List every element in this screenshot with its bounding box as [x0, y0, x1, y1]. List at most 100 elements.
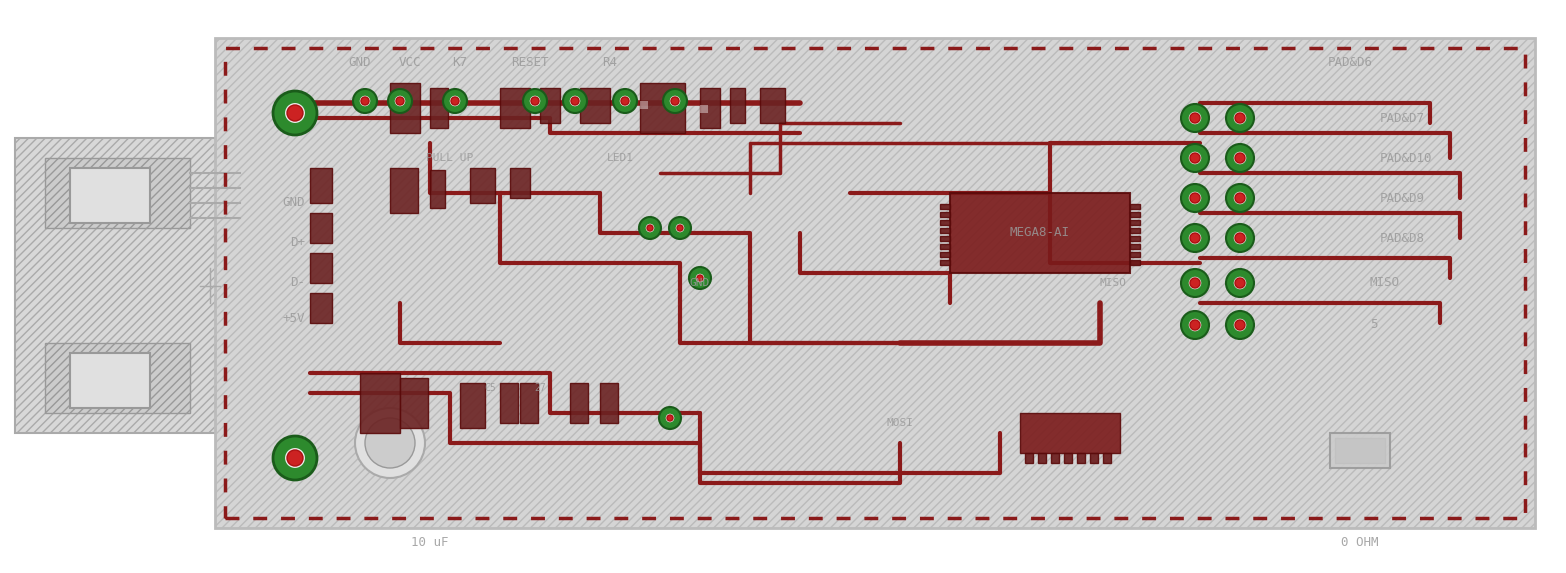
Circle shape	[272, 436, 316, 480]
Bar	[940, 212, 951, 217]
Bar	[360, 373, 399, 433]
Circle shape	[1181, 184, 1209, 212]
Bar	[940, 244, 951, 249]
Bar	[1334, 438, 1384, 463]
Circle shape	[677, 225, 683, 231]
Bar	[520, 383, 539, 423]
Bar	[570, 383, 587, 423]
Circle shape	[1226, 184, 1254, 212]
Circle shape	[1189, 111, 1203, 125]
Circle shape	[1236, 233, 1245, 243]
Circle shape	[443, 89, 467, 113]
Bar	[1330, 433, 1391, 468]
Circle shape	[1181, 104, 1209, 132]
Circle shape	[1226, 224, 1254, 252]
Bar	[460, 383, 485, 428]
Circle shape	[283, 447, 305, 469]
Circle shape	[666, 413, 675, 423]
Bar	[700, 105, 708, 113]
Circle shape	[1189, 276, 1203, 290]
Circle shape	[365, 418, 415, 468]
Text: R4: R4	[603, 57, 617, 69]
Bar	[310, 253, 332, 283]
Circle shape	[1236, 113, 1245, 123]
Circle shape	[675, 223, 684, 233]
Bar	[940, 236, 951, 241]
Bar	[390, 83, 420, 133]
Circle shape	[1190, 278, 1200, 288]
Circle shape	[523, 89, 547, 113]
Text: MISO: MISO	[1099, 278, 1128, 288]
Bar	[1131, 220, 1140, 225]
Bar	[940, 220, 951, 225]
Circle shape	[287, 105, 302, 121]
Bar	[1131, 252, 1140, 257]
Text: D-: D-	[290, 277, 305, 289]
Bar	[70, 353, 150, 408]
Bar	[500, 383, 518, 423]
Circle shape	[1226, 144, 1254, 172]
Bar	[760, 88, 785, 123]
Bar	[310, 293, 332, 323]
Circle shape	[662, 89, 687, 113]
Bar	[226, 48, 1525, 518]
Bar	[470, 168, 495, 203]
Bar	[500, 88, 529, 128]
Bar	[1051, 453, 1059, 463]
Bar	[1131, 212, 1140, 217]
Bar	[1102, 453, 1110, 463]
Circle shape	[1226, 104, 1254, 132]
Circle shape	[1181, 311, 1209, 339]
Circle shape	[1189, 318, 1203, 332]
Circle shape	[1190, 113, 1200, 123]
Text: C5: C5	[484, 383, 496, 393]
Text: MOSI: MOSI	[886, 418, 913, 428]
Circle shape	[1181, 269, 1209, 297]
Circle shape	[669, 217, 691, 239]
Circle shape	[1236, 278, 1245, 288]
Text: MISO: MISO	[1370, 277, 1400, 289]
Circle shape	[283, 102, 305, 124]
Circle shape	[395, 95, 406, 107]
Bar	[1131, 236, 1140, 241]
Bar	[730, 88, 745, 123]
Bar	[390, 168, 418, 213]
Circle shape	[619, 95, 631, 107]
Circle shape	[572, 97, 579, 105]
Circle shape	[1232, 231, 1247, 245]
Circle shape	[564, 89, 587, 113]
Bar	[940, 260, 951, 265]
Bar	[431, 170, 445, 208]
Bar	[940, 204, 951, 209]
Bar	[431, 88, 448, 128]
Circle shape	[612, 89, 637, 113]
Text: PAD&D9: PAD&D9	[1380, 191, 1425, 205]
Text: PAD&D10: PAD&D10	[1380, 151, 1433, 164]
Circle shape	[697, 275, 703, 281]
Circle shape	[449, 95, 460, 107]
Circle shape	[1181, 224, 1209, 252]
Text: 27: 27	[534, 383, 547, 393]
Circle shape	[1190, 233, 1200, 243]
Bar	[310, 213, 332, 243]
Bar	[640, 83, 684, 133]
Circle shape	[1189, 191, 1203, 205]
Circle shape	[529, 95, 540, 107]
Circle shape	[1232, 191, 1247, 205]
Circle shape	[695, 273, 705, 283]
Text: +5V: +5V	[282, 312, 305, 324]
Bar	[511, 168, 529, 198]
Text: GND: GND	[691, 278, 709, 288]
Circle shape	[647, 225, 653, 231]
Bar	[1131, 244, 1140, 249]
Circle shape	[1189, 231, 1203, 245]
Text: GND: GND	[349, 57, 371, 69]
Text: MEGA8-AI: MEGA8-AI	[1010, 226, 1070, 240]
Bar	[16, 138, 235, 433]
Circle shape	[352, 89, 377, 113]
Circle shape	[388, 89, 412, 113]
Text: D+: D+	[290, 237, 305, 249]
Circle shape	[287, 450, 302, 466]
Circle shape	[659, 407, 681, 429]
Bar	[940, 228, 951, 233]
